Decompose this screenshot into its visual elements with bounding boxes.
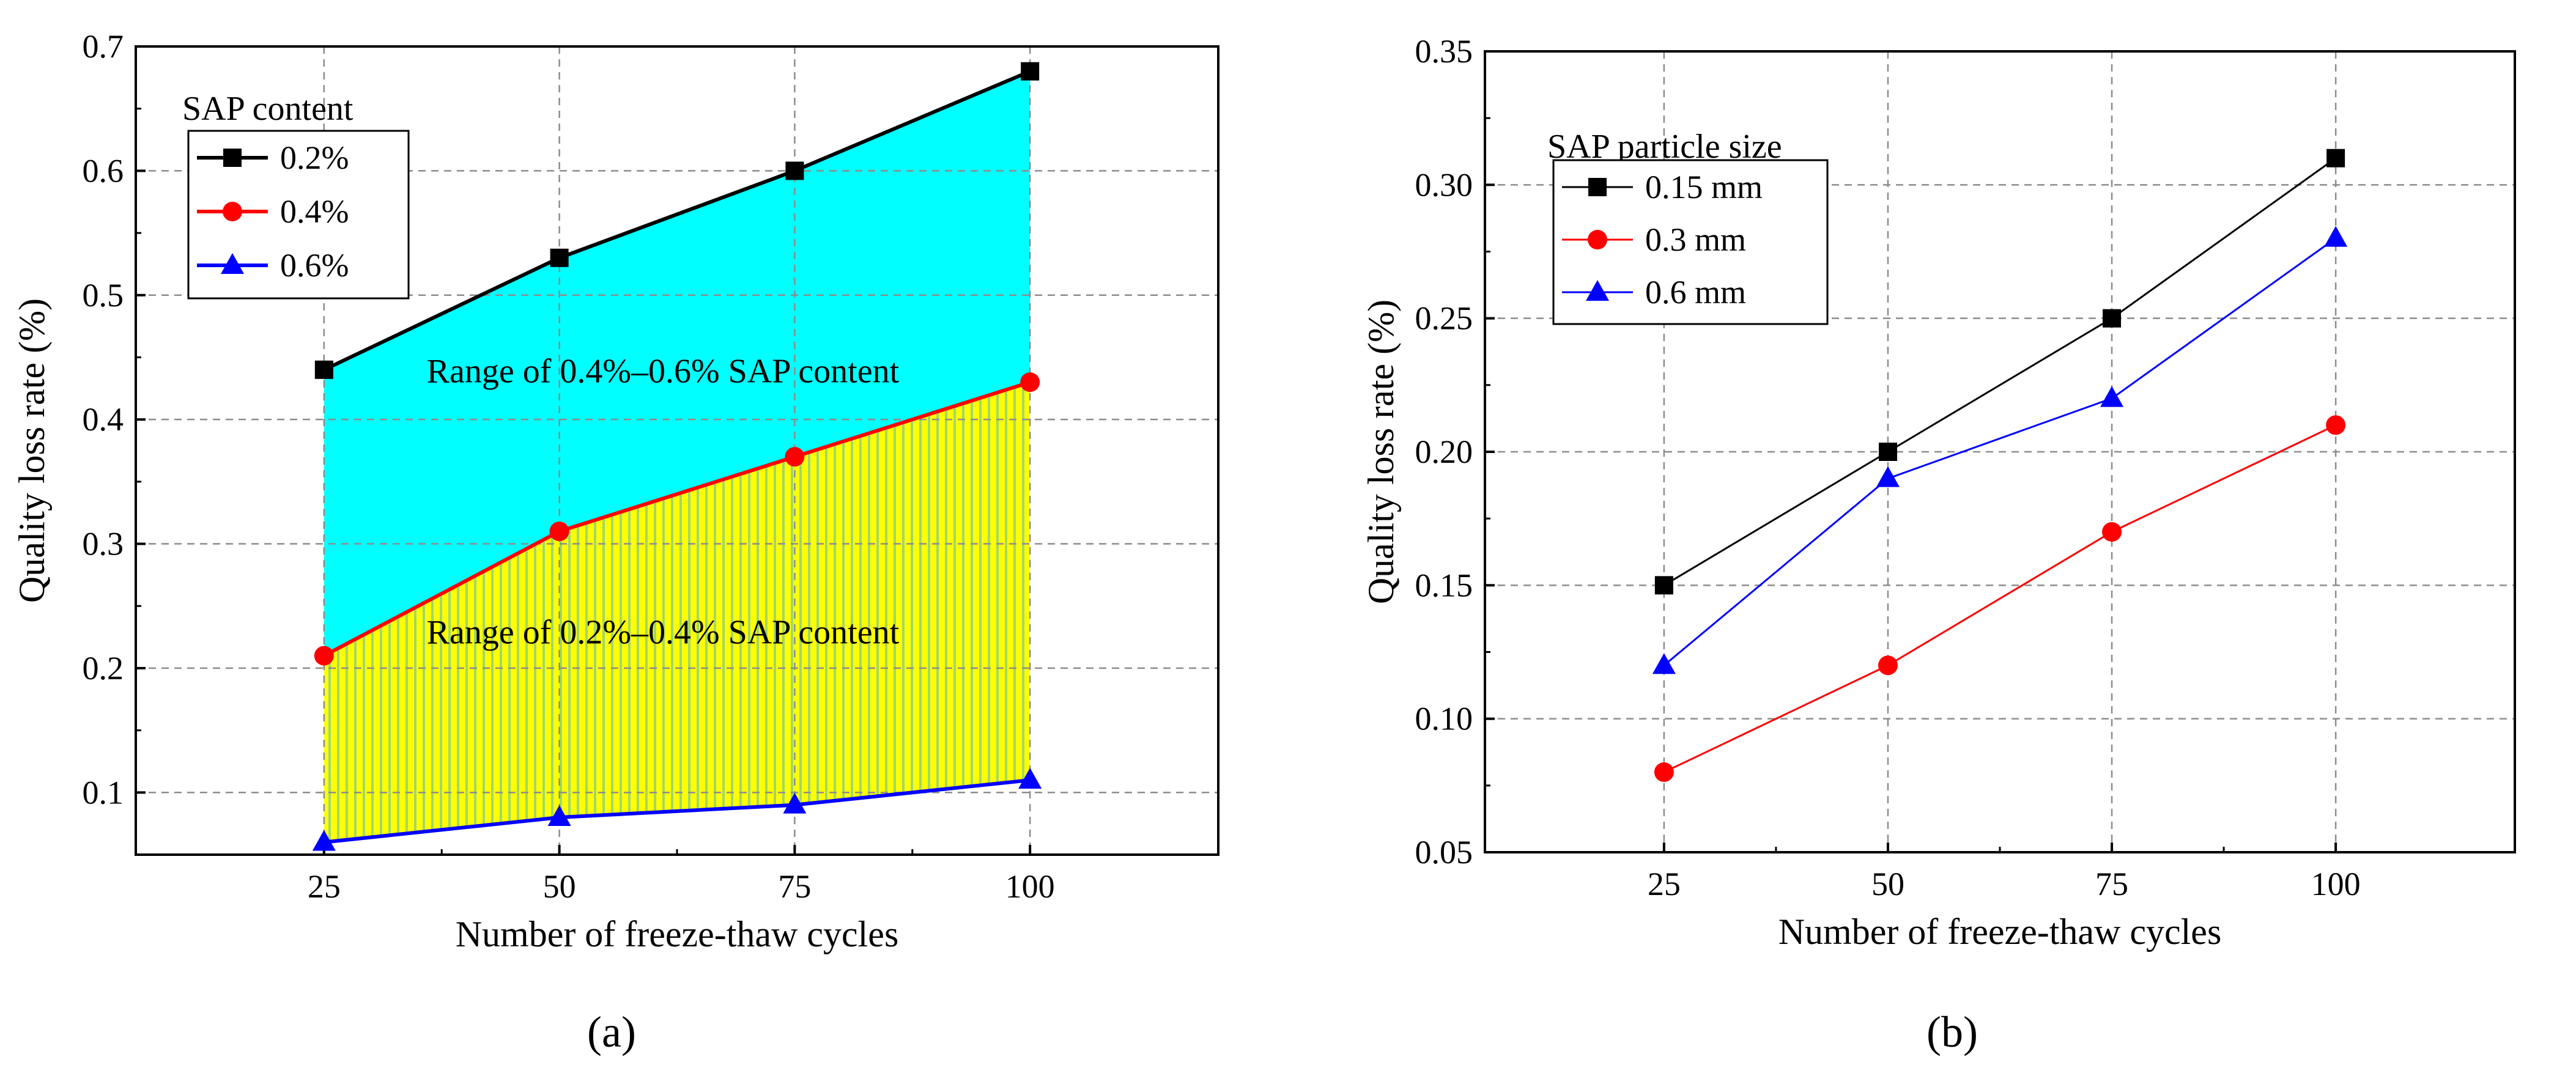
data-point-0-0 bbox=[314, 360, 333, 379]
data-point-2-1 bbox=[547, 805, 571, 826]
y-tick-label-4: 0.25 bbox=[1415, 300, 1473, 337]
y-tick-label-5: 0.6 bbox=[83, 152, 124, 189]
y-tick-label-1: 0.2 bbox=[83, 650, 124, 687]
series-line-0 bbox=[323, 69, 1031, 372]
data-point-0-0 bbox=[1654, 576, 1673, 595]
legend-entry-0: 0.2% bbox=[280, 139, 349, 176]
y-tick-label-6: 0.35 bbox=[1415, 33, 1473, 70]
data-point-1-0 bbox=[314, 646, 334, 666]
legend-entry-2: 0.6% bbox=[280, 247, 349, 284]
x-tick-label-1: 50 bbox=[1871, 866, 1904, 902]
data-point-1-1 bbox=[549, 521, 569, 542]
y-tick-label-4: 0.5 bbox=[83, 277, 124, 314]
y-tick-label-0: 0.05 bbox=[1415, 834, 1473, 871]
y-tick-label-2: 0.15 bbox=[1415, 567, 1473, 603]
legend-marker-2 bbox=[1586, 280, 1609, 301]
x-tick-label-3: 100 bbox=[1005, 868, 1055, 905]
legend-entry-2: 0.6 mm bbox=[1645, 274, 1746, 311]
data-point-1-3 bbox=[1020, 372, 1040, 392]
data-point-0-3 bbox=[1021, 62, 1040, 81]
data-point-1-3 bbox=[2326, 415, 2346, 435]
legend-entry-0: 0.15 mm bbox=[1645, 169, 1763, 205]
x-tick-label-1: 50 bbox=[543, 868, 576, 905]
data-point-1-1 bbox=[1878, 655, 1898, 676]
data-point-0-2 bbox=[2103, 309, 2122, 328]
data-point-0-3 bbox=[2326, 149, 2345, 168]
series-line-2 bbox=[1663, 237, 2337, 666]
panel-label-a: (a) bbox=[587, 1008, 636, 1056]
x-tick-label-0: 25 bbox=[308, 868, 341, 905]
y-axis-label: Quality loss rate (%) bbox=[1361, 300, 1401, 604]
data-point-0-1 bbox=[550, 248, 569, 267]
panel-label-b: (b) bbox=[1926, 1008, 1978, 1056]
annotation-0: Range of 0.4%–0.6% SAP content bbox=[427, 352, 900, 390]
data-point-0-1 bbox=[1878, 443, 1897, 461]
data-point-1-2 bbox=[2102, 522, 2122, 542]
y-tick-label-0: 0.1 bbox=[83, 774, 124, 811]
fill-area-0 bbox=[324, 71, 1031, 656]
data-point-1-2 bbox=[785, 447, 805, 467]
series-line-1 bbox=[1664, 424, 2336, 773]
data-point-2-1 bbox=[1876, 466, 1900, 487]
legend-marker-2 bbox=[221, 253, 244, 274]
y-tick-label-3: 0.4 bbox=[83, 401, 124, 438]
y-tick-label-6: 0.7 bbox=[83, 28, 124, 65]
y-tick-label-3: 0.20 bbox=[1415, 433, 1473, 470]
data-point-1-0 bbox=[1654, 762, 1674, 782]
legend-marker-0 bbox=[1588, 178, 1607, 196]
data-point-2-3 bbox=[1018, 767, 1042, 789]
x-tick-label-0: 25 bbox=[1648, 866, 1681, 902]
data-point-2-0 bbox=[1652, 653, 1676, 674]
series-line-2 bbox=[324, 778, 1031, 844]
x-tick-label-3: 100 bbox=[2311, 866, 2361, 902]
y-axis-label: Quality loss rate (%) bbox=[12, 298, 52, 603]
y-tick-label-5: 0.30 bbox=[1415, 166, 1473, 203]
legend-entry-1: 0.4% bbox=[280, 193, 349, 230]
fill-area-1 bbox=[324, 382, 1031, 842]
y-tick-label-1: 0.10 bbox=[1415, 701, 1473, 737]
series-line-0 bbox=[1664, 157, 2337, 586]
data-point-2-2 bbox=[783, 792, 807, 814]
x-tick-label-2: 75 bbox=[778, 868, 811, 905]
legend-marker-1 bbox=[1588, 230, 1607, 249]
y-tick-label-2: 0.3 bbox=[83, 526, 124, 562]
legend-title: SAP content bbox=[182, 90, 353, 128]
data-point-2-2 bbox=[2100, 386, 2124, 407]
legend-marker-1 bbox=[223, 202, 242, 221]
annotation-1: Range of 0.2%–0.4% SAP content bbox=[427, 614, 900, 652]
x-axis-label: Number of freeze-thaw cycles bbox=[456, 914, 899, 954]
data-point-2-0 bbox=[312, 830, 336, 851]
data-point-2-3 bbox=[2324, 226, 2348, 247]
x-tick-label-2: 75 bbox=[2095, 866, 2128, 902]
chart-panel-b: 25 50 75 100 0.05 0.10 0.15 0.20 0.25 0.30 0.35 Num… bbox=[1361, 33, 2516, 952]
x-axis-label: Number of freeze-thaw cycles bbox=[1778, 912, 2222, 952]
legend-marker-0 bbox=[223, 149, 242, 167]
series-line-1 bbox=[323, 380, 1031, 658]
legend-entry-1: 0.3 mm bbox=[1645, 221, 1746, 258]
data-point-0-2 bbox=[785, 161, 804, 180]
chart-panel-a: 25 50 75 100 0.1 0.2 0.3 0.4 0.5 0.6 0.7 Number of … bbox=[12, 28, 1220, 954]
